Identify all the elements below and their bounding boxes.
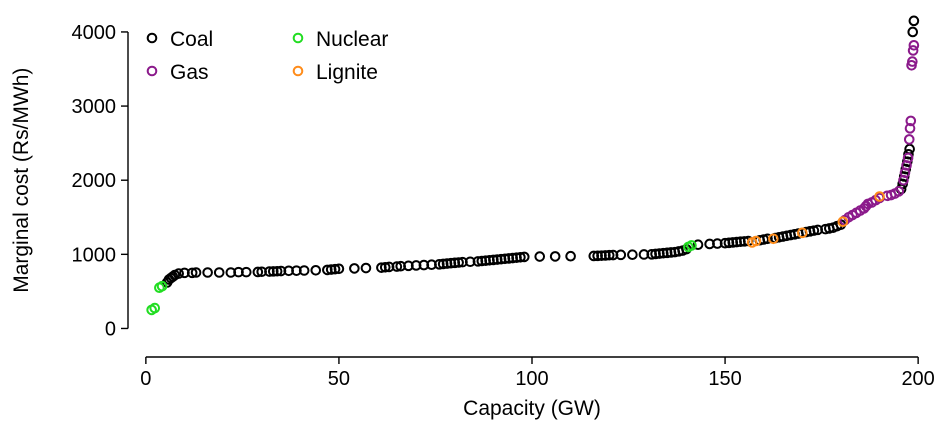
y-tick-label: 4000 bbox=[72, 22, 117, 44]
lignite-point bbox=[837, 216, 849, 228]
coal-point bbox=[329, 263, 341, 275]
coal-point bbox=[271, 265, 283, 277]
coal-point bbox=[202, 267, 213, 278]
legend-marker bbox=[292, 32, 304, 44]
series-lignite bbox=[746, 191, 885, 248]
series-gas bbox=[839, 39, 920, 226]
coal-point bbox=[252, 266, 264, 278]
y-axis-title: Marginal cost (Rs/MWh) bbox=[10, 68, 33, 293]
data-points bbox=[146, 15, 920, 316]
coal-point bbox=[904, 143, 915, 155]
coal-point bbox=[186, 267, 198, 279]
lignite-point bbox=[750, 235, 762, 247]
coal-point bbox=[190, 267, 202, 278]
legend-marker bbox=[146, 32, 158, 44]
series-nuclear bbox=[146, 240, 697, 316]
x-tick-label: 0 bbox=[140, 368, 151, 390]
coal-point bbox=[603, 249, 615, 261]
gas-point bbox=[902, 152, 914, 164]
legend-label: Nuclear bbox=[316, 28, 388, 51]
y-tick-label: 0 bbox=[105, 318, 116, 340]
coal-point bbox=[903, 148, 914, 160]
coal-point bbox=[907, 26, 919, 38]
nuclear-point bbox=[686, 240, 697, 251]
coal-point bbox=[391, 261, 403, 272]
legend-label: Gas bbox=[170, 61, 209, 84]
coal-point bbox=[349, 263, 360, 274]
x-tick-label: 150 bbox=[708, 368, 741, 390]
legend-item-coal: Coal bbox=[146, 28, 213, 51]
nuclear-point bbox=[149, 302, 161, 314]
gas-point bbox=[893, 186, 905, 197]
coal-point bbox=[908, 15, 920, 27]
legend-marker bbox=[146, 65, 158, 77]
coal-point bbox=[240, 266, 252, 278]
coal-point bbox=[360, 262, 372, 274]
coal-point bbox=[333, 263, 345, 275]
coal-point bbox=[453, 257, 464, 268]
legend-item-gas: Gas bbox=[146, 61, 209, 84]
coal-point bbox=[173, 268, 184, 279]
gas-point bbox=[907, 56, 918, 67]
gas-point bbox=[905, 115, 917, 127]
x-tick-label: 200 bbox=[901, 368, 934, 390]
coal-point bbox=[615, 249, 627, 261]
gas-point bbox=[907, 45, 919, 56]
coal-point bbox=[549, 251, 561, 262]
gas-point bbox=[904, 123, 916, 134]
gas-point bbox=[903, 134, 915, 145]
legend-item-lignite: Lignite bbox=[292, 61, 378, 84]
legend: Coal Nuclear Gas Lignite bbox=[146, 28, 388, 84]
nuclear-point bbox=[156, 280, 168, 292]
coal-point bbox=[167, 271, 179, 282]
series-coal bbox=[161, 15, 920, 288]
coal-point bbox=[379, 262, 391, 273]
legend-item-nuclear: Nuclear bbox=[292, 28, 388, 51]
gas-point bbox=[908, 39, 920, 51]
x-tick-label: 100 bbox=[515, 368, 548, 390]
coal-point bbox=[692, 239, 704, 250]
y-tick-label: 3000 bbox=[72, 96, 117, 118]
legend-label: Lignite bbox=[316, 61, 378, 84]
coal-point bbox=[213, 267, 225, 278]
coal-point bbox=[515, 252, 526, 263]
coal-point bbox=[310, 264, 322, 276]
coal-point bbox=[298, 265, 310, 276]
lignite-point bbox=[768, 233, 779, 245]
x-tick-label: 50 bbox=[328, 368, 350, 390]
lignite-point bbox=[796, 227, 808, 239]
y-tick-label: 1000 bbox=[72, 244, 117, 266]
coal-point bbox=[627, 249, 638, 261]
y-tick-label: 2000 bbox=[72, 170, 117, 192]
coal-point bbox=[534, 251, 546, 262]
legend-marker bbox=[292, 65, 304, 77]
lignite-point bbox=[874, 191, 885, 202]
coal-point bbox=[518, 251, 530, 263]
coal-point bbox=[565, 250, 576, 262]
legend-label: Coal bbox=[170, 28, 213, 51]
x-axis-title: Capacity (GW) bbox=[463, 397, 601, 420]
